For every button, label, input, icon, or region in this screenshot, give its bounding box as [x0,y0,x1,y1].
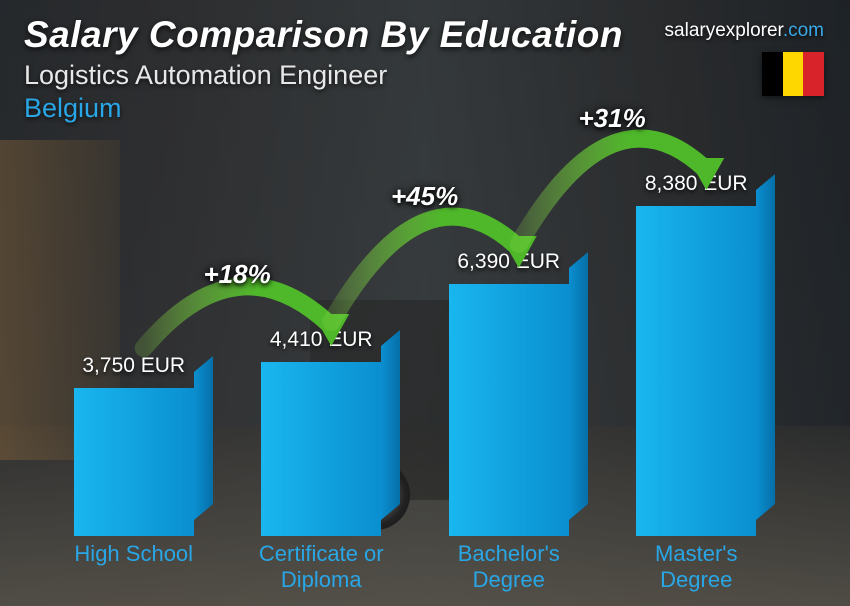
belgium-flag-icon [762,52,824,96]
page-subtitle: Logistics Automation Engineer [24,60,826,91]
chart-area: Average Monthly Salary 3,750 EUR4,410 EU… [40,160,790,592]
bar-group: 4,410 EUR [246,328,396,536]
bar [74,388,194,536]
bar [261,362,381,536]
x-axis-label: Certificate orDiploma [236,541,406,592]
bar-value-label: 4,410 EUR [270,328,373,352]
bar-group: 8,380 EUR [621,172,771,536]
bar-value-label: 6,390 EUR [457,250,560,274]
x-axis-label: Bachelor'sDegree [424,541,594,592]
country-label: Belgium [24,93,826,124]
bar-group: 6,390 EUR [434,250,584,536]
source-label: salaryexplorer.com [665,20,824,42]
bar-value-label: 8,380 EUR [645,172,748,196]
x-axis-label: Master'sDegree [611,541,781,592]
bar-group: 3,750 EUR [59,354,209,536]
bar [449,284,569,536]
bar-value-label: 3,750 EUR [82,354,185,378]
source-prefix: salaryexplorer [665,20,783,41]
bars-container: 3,750 EUR 4,410 EUR 6,390 EUR 8,380 EUR [40,160,790,536]
source-suffix: .com [783,20,824,41]
bar [636,206,756,536]
x-labels: High School Certificate orDiploma Bachelor… [40,541,790,592]
x-axis-label: High School [49,541,219,592]
